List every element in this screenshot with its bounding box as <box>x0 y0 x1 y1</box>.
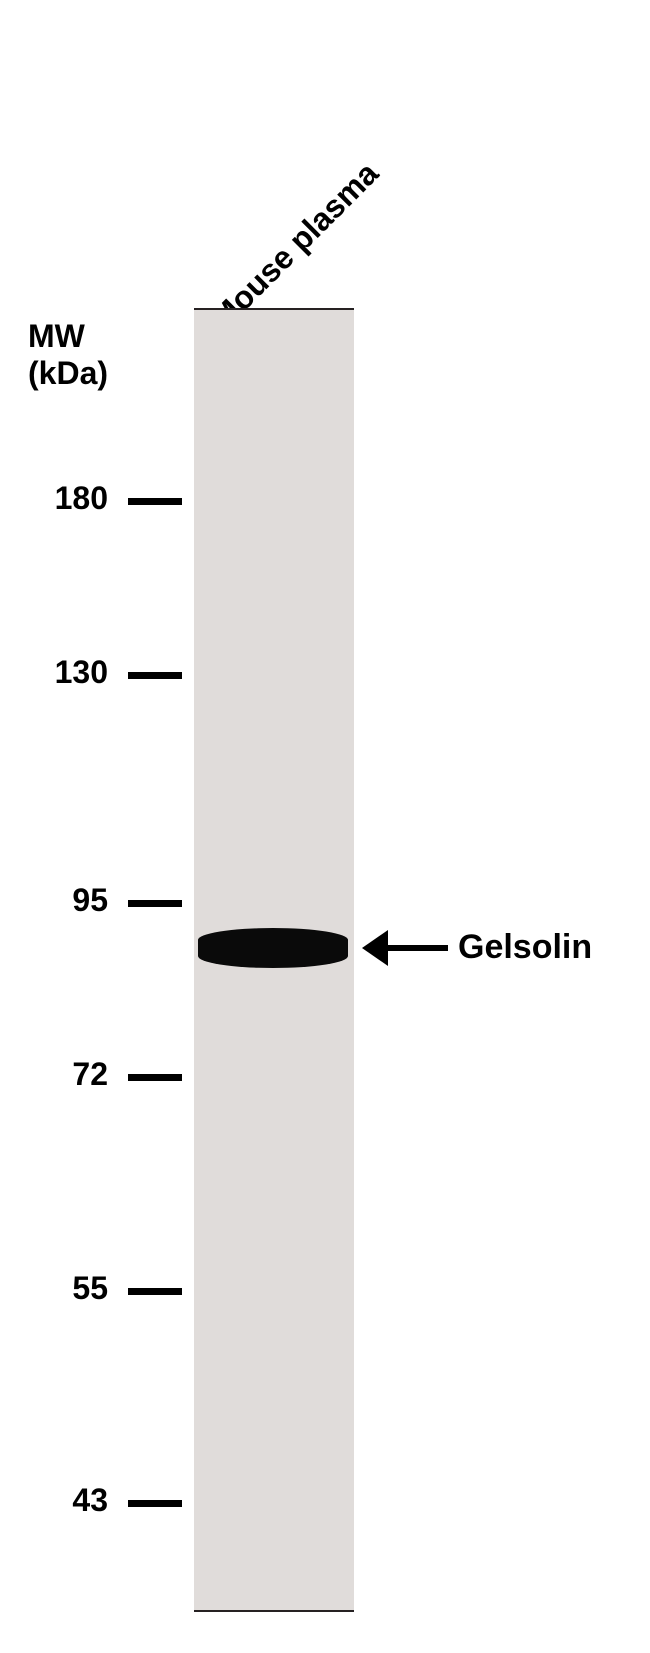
marker-label-text: 72 <box>72 1056 108 1092</box>
protein-name-label: Gelsolin <box>458 928 592 967</box>
mw-marker-180: 180 <box>28 480 108 517</box>
gelsolin-band <box>198 928 348 968</box>
mw-header-line1: MW <box>28 318 108 355</box>
mw-marker-130: 130 <box>28 654 108 691</box>
marker-label-text: 95 <box>72 882 108 918</box>
marker-label-text: 180 <box>55 480 108 516</box>
mw-marker-55: 55 <box>28 1270 108 1307</box>
mw-axis-header: MW (kDa) <box>28 318 108 392</box>
arrow-head-icon <box>362 930 388 966</box>
lane-bottom-border <box>194 1610 354 1612</box>
mw-tick-72 <box>128 1074 182 1081</box>
mw-marker-95: 95 <box>28 882 108 919</box>
marker-label-text: 43 <box>72 1482 108 1518</box>
protein-label-text: Gelsolin <box>458 928 592 966</box>
mw-tick-55 <box>128 1288 182 1295</box>
mw-tick-130 <box>128 672 182 679</box>
marker-label-text: 55 <box>72 1270 108 1306</box>
mw-tick-43 <box>128 1500 182 1507</box>
western-blot-figure: Mouse plasma MW (kDa) 180 130 95 72 55 4… <box>0 0 650 1653</box>
mw-tick-180 <box>128 498 182 505</box>
mw-tick-95 <box>128 900 182 907</box>
mw-marker-72: 72 <box>28 1056 108 1093</box>
arrow-shaft <box>388 945 448 951</box>
marker-label-text: 130 <box>55 654 108 690</box>
mw-marker-43: 43 <box>28 1482 108 1519</box>
mw-header-line2: (kDa) <box>28 355 108 392</box>
